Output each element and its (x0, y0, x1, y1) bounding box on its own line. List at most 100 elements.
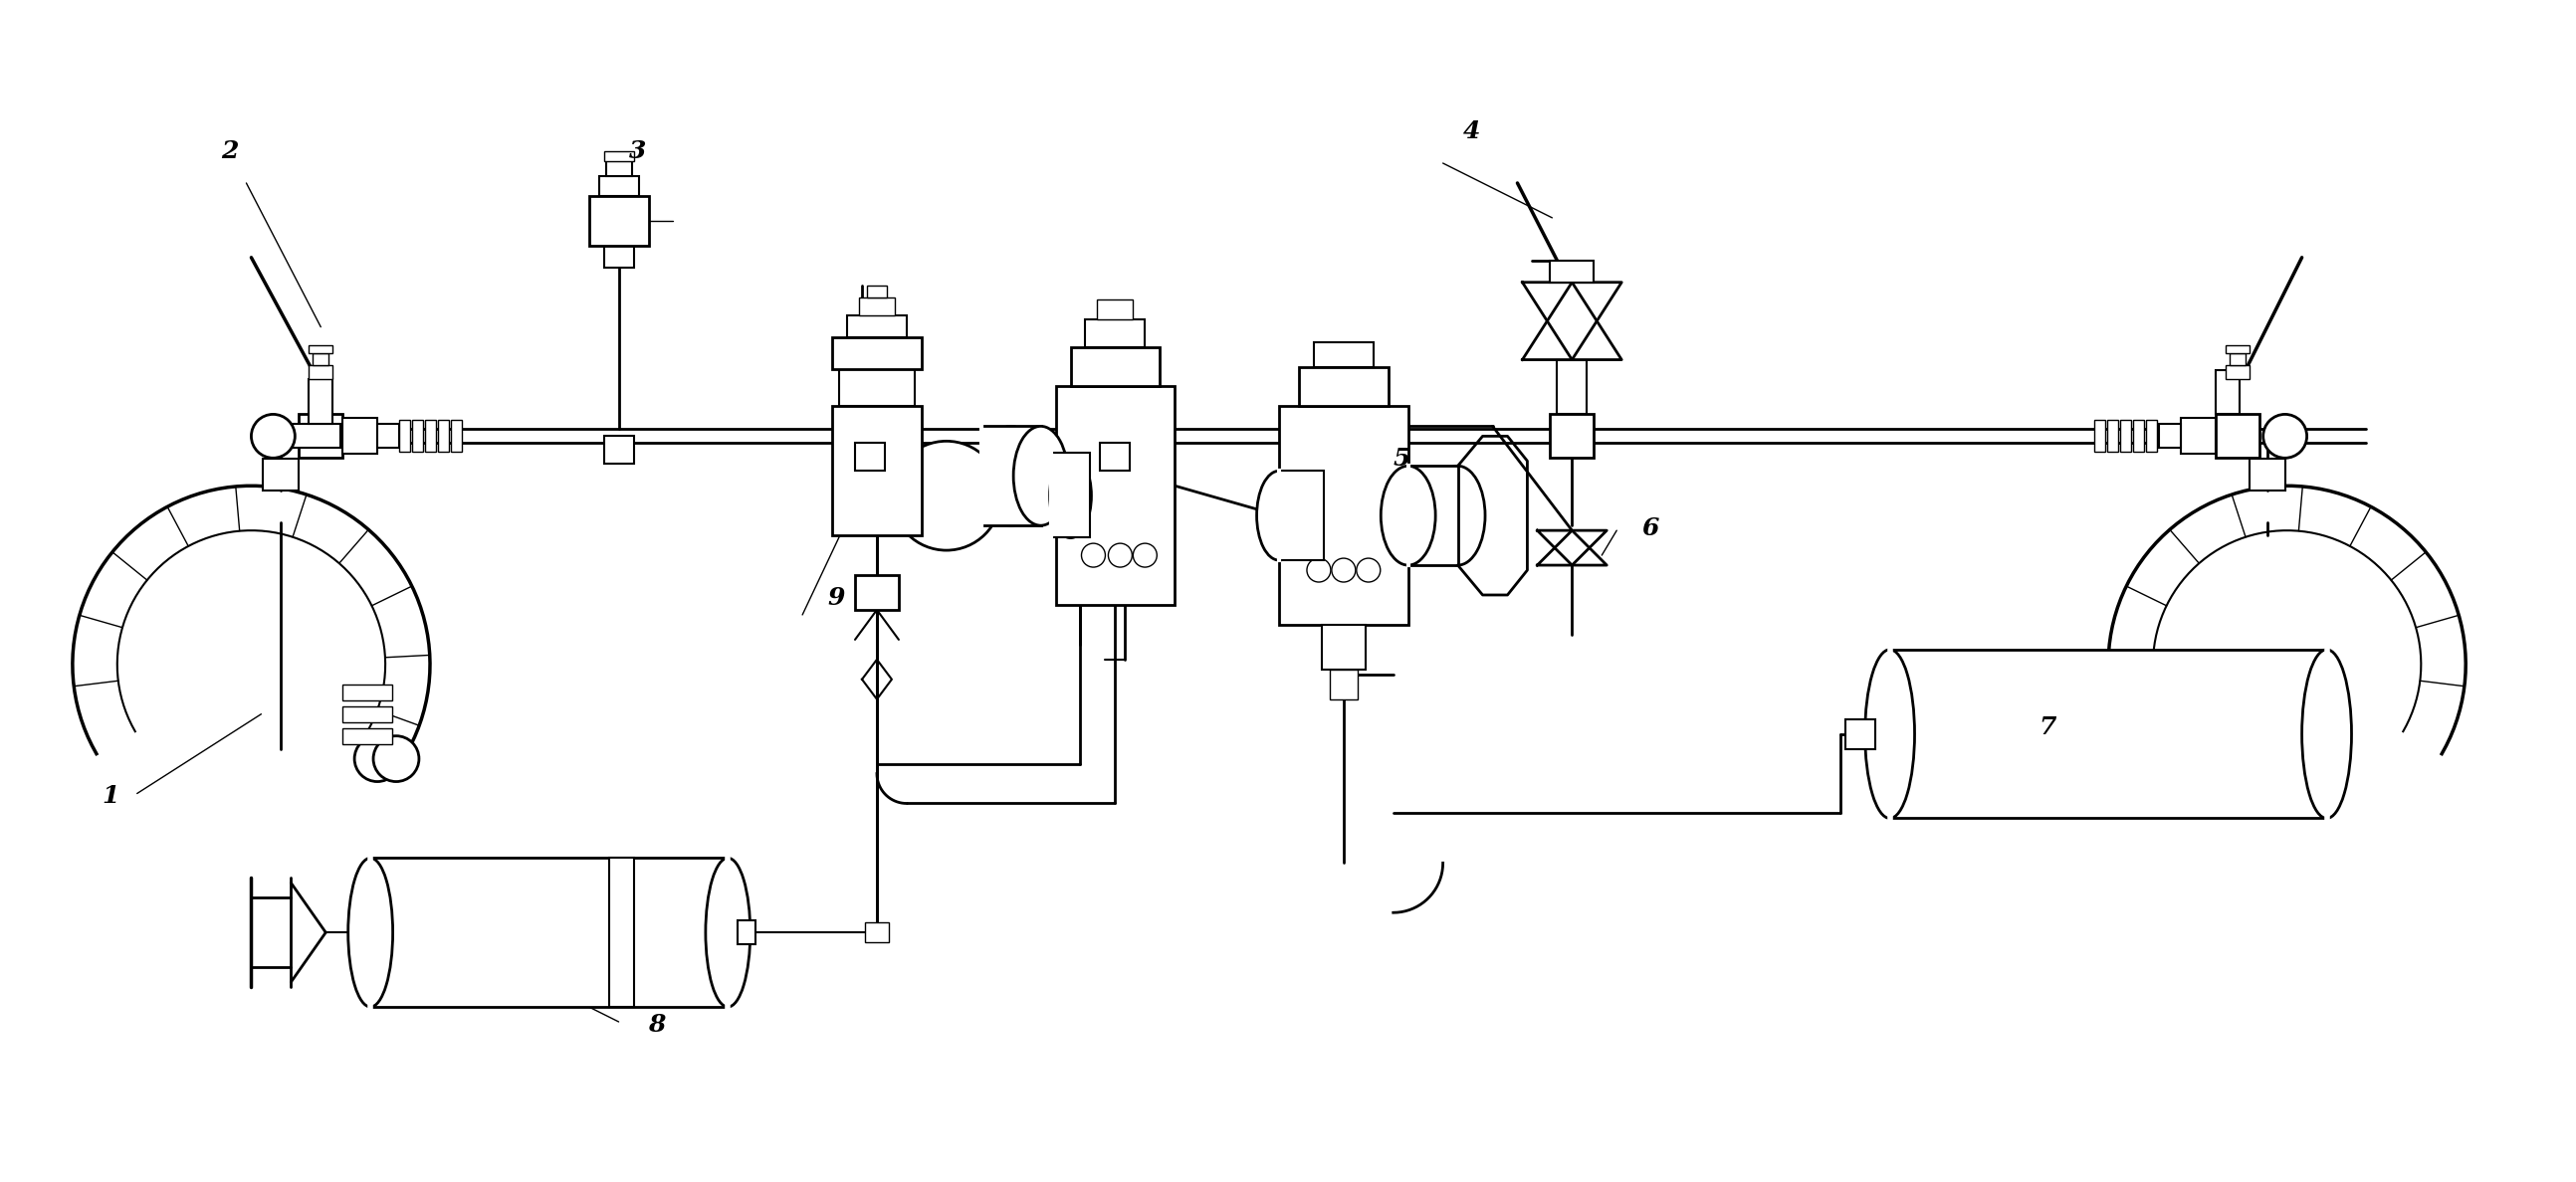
Bar (399, 421, 410, 452)
Bar (286, 424, 340, 448)
Bar (981, 427, 1041, 526)
Ellipse shape (984, 427, 1038, 526)
Bar (299, 415, 343, 457)
Bar (737, 921, 755, 944)
Bar (1298, 366, 1388, 407)
Bar (598, 176, 639, 196)
Text: 2: 2 (222, 139, 240, 163)
Bar (343, 418, 379, 454)
Text: 7: 7 (2038, 715, 2056, 739)
Bar (371, 858, 729, 1007)
Bar (412, 421, 422, 452)
Bar (312, 352, 330, 365)
Ellipse shape (1381, 466, 1435, 565)
Bar (1097, 299, 1133, 319)
Bar (1100, 443, 1131, 470)
Bar (309, 365, 332, 379)
Bar (1280, 407, 1409, 625)
Text: 4: 4 (1463, 119, 1481, 143)
Bar (1844, 719, 1875, 749)
Circle shape (355, 736, 399, 781)
Bar (1556, 359, 1587, 415)
Bar (608, 858, 634, 1007)
Ellipse shape (1257, 470, 1301, 560)
Bar (1084, 319, 1144, 346)
Bar (2159, 424, 2182, 448)
Bar (2133, 421, 2143, 452)
Circle shape (1358, 558, 1381, 582)
Bar (590, 196, 649, 246)
Text: 5: 5 (1394, 447, 1412, 470)
Bar (2228, 352, 2246, 365)
Bar (438, 421, 448, 452)
Text: 9: 9 (827, 586, 845, 610)
Bar (343, 728, 392, 745)
Bar (309, 345, 332, 352)
Bar (2182, 418, 2215, 454)
Bar (605, 161, 631, 176)
Ellipse shape (1865, 650, 1914, 818)
Bar (343, 684, 392, 701)
Ellipse shape (1430, 466, 1486, 565)
Bar (2146, 421, 2156, 452)
Bar (1409, 466, 1458, 565)
Polygon shape (1538, 531, 1607, 565)
Circle shape (1332, 558, 1355, 582)
Text: 8: 8 (649, 1013, 665, 1037)
Circle shape (891, 441, 1002, 551)
Bar (1056, 387, 1175, 605)
Bar (2215, 370, 2239, 415)
Circle shape (2120, 736, 2164, 781)
Bar (2249, 459, 2285, 491)
Bar (1891, 650, 2326, 818)
Bar (832, 407, 922, 535)
Ellipse shape (706, 858, 750, 1007)
Bar (603, 151, 634, 161)
Text: 3: 3 (629, 139, 647, 163)
Bar (1551, 415, 1595, 457)
Bar (263, 459, 299, 491)
Text: 6: 6 (1641, 517, 1659, 540)
Bar (379, 424, 399, 448)
Bar (603, 436, 634, 465)
Bar (855, 576, 899, 610)
Circle shape (374, 736, 420, 781)
Ellipse shape (2303, 650, 2352, 818)
Bar (866, 922, 889, 942)
Bar (1280, 470, 1324, 560)
Bar (1329, 669, 1358, 700)
Bar (832, 337, 922, 369)
Bar (309, 379, 332, 424)
Circle shape (2138, 736, 2184, 781)
Bar (840, 369, 914, 407)
Bar (451, 421, 461, 452)
Circle shape (1082, 544, 1105, 567)
Bar (2215, 415, 2259, 457)
Circle shape (1306, 558, 1332, 582)
Circle shape (1133, 544, 1157, 567)
Bar (603, 246, 634, 267)
Bar (858, 297, 894, 316)
Bar (2107, 421, 2117, 452)
Text: 1: 1 (103, 785, 118, 808)
Bar (1321, 625, 1365, 669)
Ellipse shape (1048, 454, 1092, 538)
Bar (2226, 365, 2249, 379)
Ellipse shape (1012, 427, 1069, 526)
Polygon shape (1522, 282, 1623, 359)
Bar (855, 443, 884, 470)
Bar (343, 707, 392, 722)
Bar (425, 421, 435, 452)
Circle shape (2264, 415, 2308, 457)
Bar (1314, 342, 1373, 366)
Bar (868, 285, 886, 297)
Ellipse shape (348, 858, 392, 1007)
Bar (848, 316, 907, 337)
Bar (2120, 421, 2130, 452)
Bar (2094, 421, 2105, 452)
Bar (1051, 453, 1090, 538)
Bar (2226, 345, 2249, 352)
Bar (1551, 260, 1595, 282)
Circle shape (1108, 544, 1131, 567)
Bar (1072, 346, 1159, 387)
